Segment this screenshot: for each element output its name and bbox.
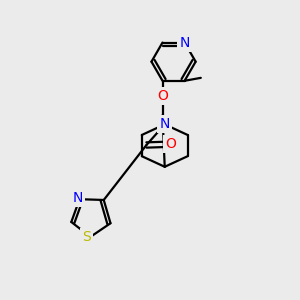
Text: N: N <box>179 35 190 50</box>
Text: O: O <box>165 137 176 152</box>
Text: N: N <box>160 117 170 131</box>
Text: O: O <box>157 89 168 103</box>
Text: N: N <box>73 191 83 205</box>
Text: S: S <box>82 230 91 244</box>
